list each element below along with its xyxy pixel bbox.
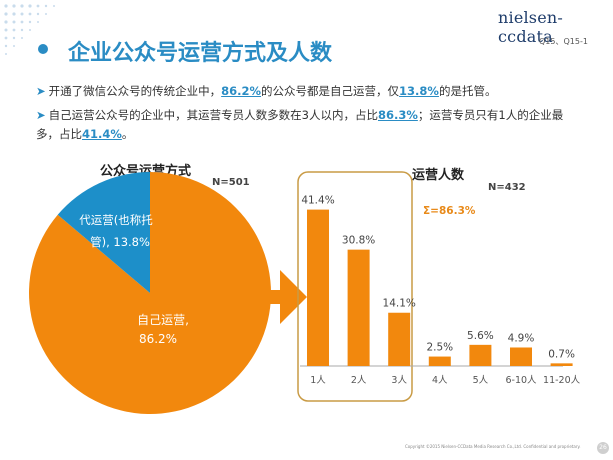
page-number: 26 [597, 442, 609, 454]
bullet-text: 的公众号都是自己运营，仅 [261, 84, 400, 98]
bar-value-label: 4.9% [508, 332, 535, 344]
x-tick-label: 4人 [432, 375, 448, 386]
corner-dot-pattern [4, 4, 55, 55]
bar-6 [510, 347, 532, 366]
finding-bullet-1: ➤ 开通了微信公众号的传统企业中，86.2%的公众号都是自己运营，仅13.8%的是… [36, 82, 596, 101]
x-tick-label: 5人 [473, 375, 489, 386]
page-title: 企业公众号运营方式及人数 [68, 41, 333, 66]
bar-sample-size: N=432 [488, 182, 526, 193]
pie-label-self-operated: 自己运营, [137, 313, 189, 327]
pie-value-self-operated: 86.2% [139, 332, 177, 346]
question-reference: Q15、Q15-1 [539, 37, 588, 46]
x-tick-label: 11-20人 [543, 375, 581, 386]
bullet-text: ；运营专员只有1人的企业最多，占比 [36, 108, 564, 141]
bullet-text: 自己运营公众号的企业中，其运营专员人数多数在3人以内，占比 [48, 108, 378, 122]
pie-label-outsourced-cont: 管), 13.8% [90, 235, 150, 249]
sigma-annotation: Σ=86.3% [423, 205, 476, 217]
bar-3 [388, 312, 411, 366]
bar-1 [307, 209, 329, 366]
bar-4 [428, 356, 451, 366]
x-tick-label: 1人 [310, 375, 326, 386]
highlight-value: 41.4% [82, 127, 122, 141]
bullet-text: 的是托管。 [438, 84, 497, 98]
x-tick-label: 2人 [351, 375, 367, 386]
x-tick-label: 3人 [391, 375, 407, 386]
brand-logo: nielsen-ccdata [498, 8, 563, 46]
bar-value-label: 30.8% [342, 235, 375, 247]
finding-bullet-2: ➤ 自己运营公众号的企业中，其运营专员人数多数在3人以内，占比86.3%；运营专员… [36, 106, 581, 144]
bar-value-label: 2.5% [426, 342, 453, 354]
arrow-bullet-icon: ➤ [36, 108, 46, 122]
pie-slice-outsourced [57, 172, 150, 293]
bar-value-label: 5.6% [467, 330, 494, 342]
copyright-footer: Copyright ©2015 Nielsen-CCData Media Res… [405, 444, 581, 449]
pie-slice-self-operated [28, 172, 271, 414]
bar-value-label: 41.4% [301, 195, 334, 207]
bar-value-label: 14.1% [383, 298, 416, 310]
bar-chart-title: 运营人数 [412, 168, 465, 183]
highlight-value: 86.3% [377, 108, 418, 122]
bullet-text: 开通了微信公众号的传统企业中， [48, 84, 222, 98]
x-tick-label: 6-10人 [505, 375, 537, 386]
highlight-box [297, 171, 413, 402]
bar-2 [347, 249, 370, 366]
highlight-value: 86.2% [221, 84, 262, 98]
pie-label-outsourced: 代运营(也称托 [79, 213, 153, 227]
highlight-value: 13.8% [399, 84, 439, 98]
bar-5 [469, 344, 492, 366]
bar-7 [550, 363, 573, 366]
pie-sample-size: N=501 [212, 177, 250, 188]
pie-chart-title: 公众号运营方式 [100, 164, 192, 179]
title-bullet-icon [38, 44, 48, 54]
bullet-text: 。 [121, 127, 134, 141]
bar-value-label: 0.7% [548, 348, 575, 360]
arrow-bullet-icon: ➤ [36, 84, 46, 98]
